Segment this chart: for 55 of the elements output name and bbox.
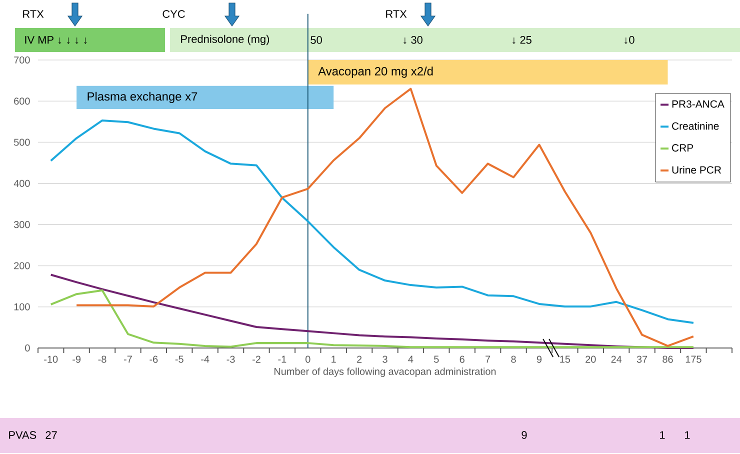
legend-label: Urine PCR bbox=[672, 166, 722, 174]
x-tick-label: -4 bbox=[201, 356, 210, 363]
x-tick-label: -9 bbox=[72, 356, 81, 363]
y-tick-label: 200 bbox=[14, 262, 30, 270]
text: 27 bbox=[46, 431, 57, 439]
text: PVAS bbox=[9, 431, 36, 439]
x-tick-label: 86 bbox=[662, 356, 673, 363]
x-tick-label: 175 bbox=[686, 356, 702, 363]
y-tick-label: 500 bbox=[14, 138, 30, 146]
band-label: Avacopan 20 mg x2/d bbox=[318, 66, 433, 78]
x-tick-label: 9 bbox=[536, 356, 542, 363]
text: ↓0 bbox=[624, 36, 634, 44]
x-tick-label: 4 bbox=[408, 356, 414, 363]
text: 50 bbox=[310, 36, 322, 44]
text: IV MP ↓ ↓ ↓ ↓ bbox=[25, 36, 87, 44]
x-tick-label: -2 bbox=[252, 356, 260, 363]
text: 1 bbox=[660, 431, 665, 439]
x-tick-label: 7 bbox=[486, 356, 490, 363]
y-tick-label: 100 bbox=[14, 303, 30, 310]
text: ↓ 25 bbox=[512, 36, 532, 44]
text: RTX bbox=[23, 10, 44, 18]
text: 9 bbox=[522, 431, 527, 439]
x-tick-label: 6 bbox=[460, 356, 464, 363]
text: ↓ 30 bbox=[404, 36, 422, 44]
x-tick-label: -10 bbox=[44, 356, 58, 363]
band-label: Plasma exchange x7 bbox=[88, 92, 198, 104]
x-tick-label: 1 bbox=[332, 356, 336, 363]
x-tick-label: 3 bbox=[382, 356, 388, 363]
x-tick-label: -1 bbox=[278, 356, 286, 363]
x-tick-label: -3 bbox=[226, 356, 235, 363]
x-tick-label: 2 bbox=[357, 356, 362, 363]
text: 1 bbox=[685, 431, 690, 439]
text: CYC bbox=[162, 10, 185, 18]
text: Prednisolone (mg) bbox=[181, 34, 270, 46]
legend-label: CRP bbox=[672, 144, 694, 152]
x-axis-title: Number of days following avacopan administration bbox=[274, 368, 496, 377]
y-tick-label: 0 bbox=[25, 344, 30, 352]
x-tick-label: -5 bbox=[175, 356, 184, 363]
x-tick-label: 0 bbox=[306, 356, 310, 363]
x-tick-label: -8 bbox=[98, 356, 106, 363]
legend-label: Creatinine bbox=[672, 122, 719, 130]
text: RTX bbox=[386, 10, 407, 18]
x-tick-label: 5 bbox=[434, 356, 439, 363]
y-tick-label: 600 bbox=[14, 98, 30, 105]
x-tick-label: -6 bbox=[150, 356, 158, 363]
x-tick-label: 24 bbox=[611, 356, 622, 363]
x-tick-label: 37 bbox=[636, 356, 648, 363]
x-tick-label: 20 bbox=[586, 356, 596, 363]
legend-label: PR3-ANCA bbox=[672, 100, 724, 108]
x-tick-label: 8 bbox=[511, 356, 516, 363]
y-tick-label: 700 bbox=[14, 56, 30, 64]
y-tick-label: 400 bbox=[14, 180, 30, 187]
x-tick-label: 15 bbox=[560, 356, 570, 363]
y-tick-label: 300 bbox=[14, 221, 30, 228]
x-tick-label: -7 bbox=[124, 356, 132, 363]
